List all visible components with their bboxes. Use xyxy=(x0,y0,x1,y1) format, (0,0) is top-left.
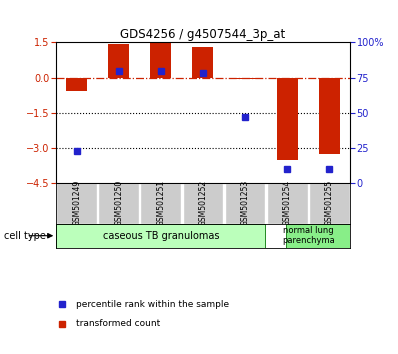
Bar xyxy=(183,183,223,224)
Text: transformed count: transformed count xyxy=(76,319,160,329)
Bar xyxy=(267,183,308,224)
Text: GSM501249: GSM501249 xyxy=(72,179,81,226)
Bar xyxy=(98,183,139,224)
Text: GSM501253: GSM501253 xyxy=(240,179,250,226)
Bar xyxy=(309,183,349,224)
Bar xyxy=(108,44,129,78)
Text: percentile rank within the sample: percentile rank within the sample xyxy=(76,300,229,309)
Text: cell type: cell type xyxy=(4,231,46,241)
Bar xyxy=(140,183,181,224)
Bar xyxy=(150,42,172,78)
Bar xyxy=(193,47,213,78)
Bar xyxy=(57,224,265,248)
Bar xyxy=(319,78,340,154)
Bar xyxy=(66,78,87,91)
Text: GSM501255: GSM501255 xyxy=(325,179,334,226)
Bar xyxy=(287,224,391,248)
Text: GSM501251: GSM501251 xyxy=(156,179,166,226)
Text: normal lung
parenchyma: normal lung parenchyma xyxy=(282,226,335,245)
Bar xyxy=(57,183,97,224)
Bar xyxy=(277,78,298,160)
Text: GSM501254: GSM501254 xyxy=(283,179,292,226)
Bar xyxy=(224,183,265,224)
Text: GSM501250: GSM501250 xyxy=(114,179,123,226)
Text: caseous TB granulomas: caseous TB granulomas xyxy=(103,231,219,241)
Title: GDS4256 / g4507544_3p_at: GDS4256 / g4507544_3p_at xyxy=(120,28,286,41)
Bar xyxy=(234,78,256,79)
Text: GSM501252: GSM501252 xyxy=(199,179,207,226)
